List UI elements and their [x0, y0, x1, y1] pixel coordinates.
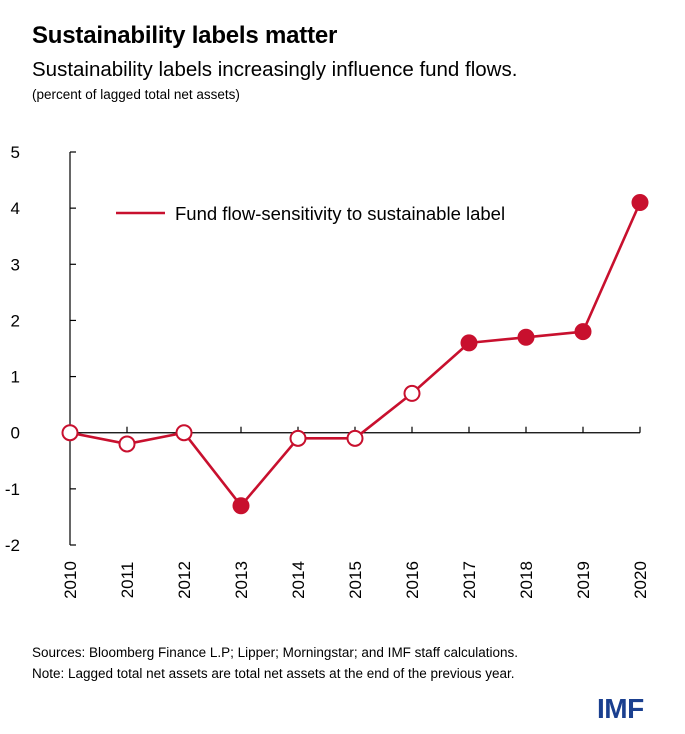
x-tick-label-2014: 2014 [289, 561, 308, 599]
y-tick-label-1: 1 [11, 368, 20, 387]
data-point-2017 [460, 334, 478, 352]
data-point-2013 [232, 497, 250, 515]
sources-note: Sources: Bloomberg Finance L.P; Lipper; … [32, 645, 518, 660]
y-tick-label-2: 2 [11, 311, 20, 330]
data-point-2015 [346, 429, 364, 447]
x-tick-label-2019: 2019 [574, 561, 593, 599]
chart-title: Sustainability labels matter [32, 22, 338, 49]
unit-note: (percent of lagged total net assets) [32, 87, 240, 102]
data-point-2016 [403, 384, 421, 402]
x-tick-label-2017: 2017 [460, 561, 479, 599]
data-point-2011 [118, 435, 136, 453]
y-tick-label-4: 4 [11, 199, 20, 218]
data-point-2014 [289, 429, 307, 447]
footnote: Note: Lagged total net assets are total … [32, 666, 515, 681]
x-tick-label-2012: 2012 [175, 561, 194, 599]
x-tick-label-2018: 2018 [517, 561, 536, 599]
chart-subtitle: Sustainability labels increasingly influ… [32, 58, 518, 81]
x-tick-label-2020: 2020 [631, 561, 650, 599]
y-tick-label-3: 3 [11, 255, 20, 274]
y-tick-label-5: 5 [11, 143, 20, 162]
y-tick-label-0: 0 [11, 424, 20, 443]
x-tick-label-2016: 2016 [403, 561, 422, 599]
x-tick-label-2013: 2013 [232, 561, 251, 599]
data-point-2019 [574, 323, 592, 341]
data-point-2018 [517, 328, 535, 346]
data-point-2012 [175, 424, 193, 442]
x-tick-label-2010: 2010 [61, 561, 80, 599]
imf-logo: IMF [597, 693, 644, 724]
series-line [69, 202, 642, 508]
legend-label: Fund flow-sensitivity to sustainable lab… [175, 203, 505, 224]
data-point-2010 [61, 424, 79, 442]
x-tick-label-2015: 2015 [346, 561, 365, 599]
y-tick-label--2: -2 [5, 536, 20, 555]
data-point-2020 [631, 194, 649, 212]
y-tick-label--1: -1 [5, 480, 20, 499]
x-tick-label-2011: 2011 [118, 562, 137, 599]
